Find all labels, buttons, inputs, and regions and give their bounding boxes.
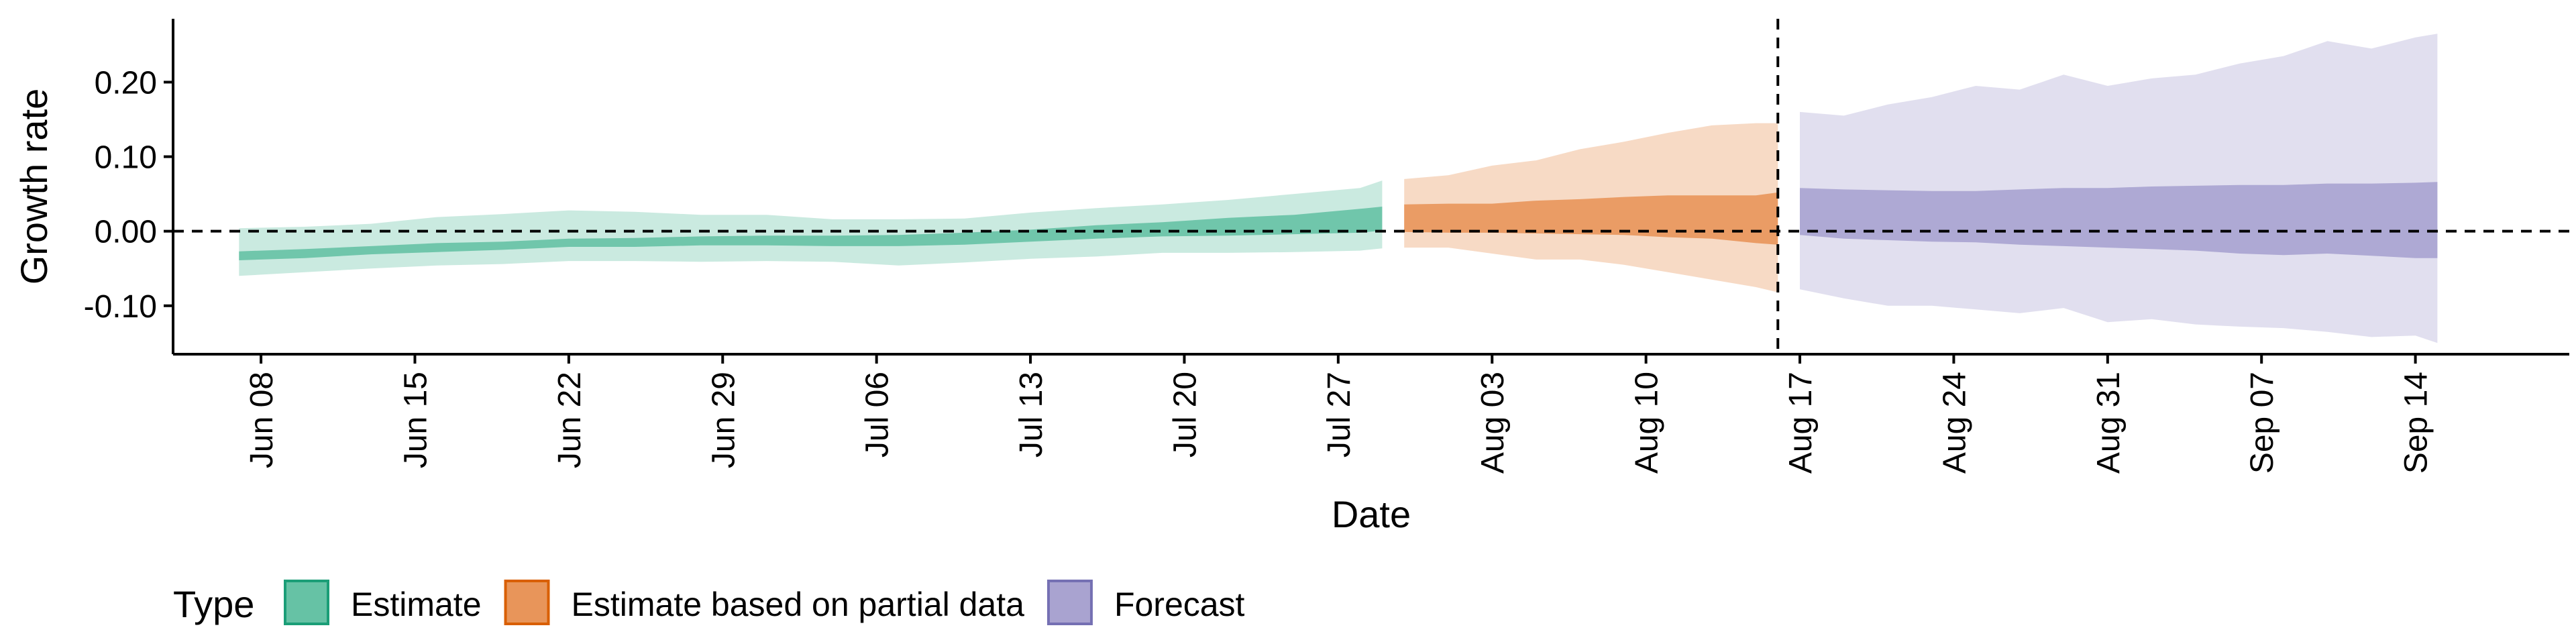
legend-label-1: Estimate based on partial data <box>572 586 1025 623</box>
x-tick-label: Aug 24 <box>1937 372 1972 474</box>
x-tick-label: Jul 20 <box>1167 372 1203 458</box>
x-tick-label: Jun 08 <box>244 372 280 468</box>
x-tick-label: Sep 14 <box>2399 372 2434 474</box>
x-tick-label: Jun 15 <box>398 372 433 468</box>
y-tick-label: 0.10 <box>95 140 157 176</box>
y-ticks: -0.10 0.00 0.10 0.20 <box>84 65 173 325</box>
legend-swatch-1 <box>504 580 550 625</box>
legend-label-0: Estimate <box>351 586 482 623</box>
x-ticks: Jun 08 Jun 15 Jun 22 Jun 29 Jul 06 Jul 13 Jul … <box>244 354 2434 474</box>
legend-title: Type <box>173 583 254 625</box>
x-tick-label: Jun 29 <box>706 372 741 468</box>
legend: Type Estimate Estimate based on partial d… <box>173 580 1245 625</box>
x-tick-label: Jun 22 <box>552 372 588 468</box>
y-axis-title: Growth rate <box>13 89 55 285</box>
inner-band-2 <box>1800 182 2438 258</box>
x-tick-label: Sep 07 <box>2245 372 2280 474</box>
y-tick-label: -0.10 <box>84 289 157 325</box>
x-tick-label: Aug 31 <box>2091 372 2127 474</box>
axes: -0.100.000.100.20 Jun 08 Jun 15 Jun 22 Jun … <box>84 19 2569 474</box>
legend-label-2: Forecast <box>1114 586 1245 623</box>
x-tick-label: Aug 17 <box>1783 372 1819 474</box>
uncertainty-bands <box>239 34 2438 343</box>
inner-band-0 <box>239 207 1383 260</box>
reference-lines <box>173 19 2569 354</box>
x-axis-title: Date <box>1332 493 1411 535</box>
x-tick-label: Aug 10 <box>1629 372 1665 474</box>
legend-swatch-2 <box>1046 580 1093 625</box>
legend-swatch-0 <box>284 580 329 625</box>
x-tick-label: Aug 03 <box>1475 372 1511 474</box>
x-tick-label: Jul 06 <box>860 372 896 458</box>
y-tick-label: 0.00 <box>95 215 157 250</box>
outer-band-0 <box>239 180 1383 276</box>
y-tick-label: 0.20 <box>95 65 157 101</box>
x-tick-label: Jul 13 <box>1014 372 1049 458</box>
x-tick-label: Jul 27 <box>1322 372 1357 458</box>
